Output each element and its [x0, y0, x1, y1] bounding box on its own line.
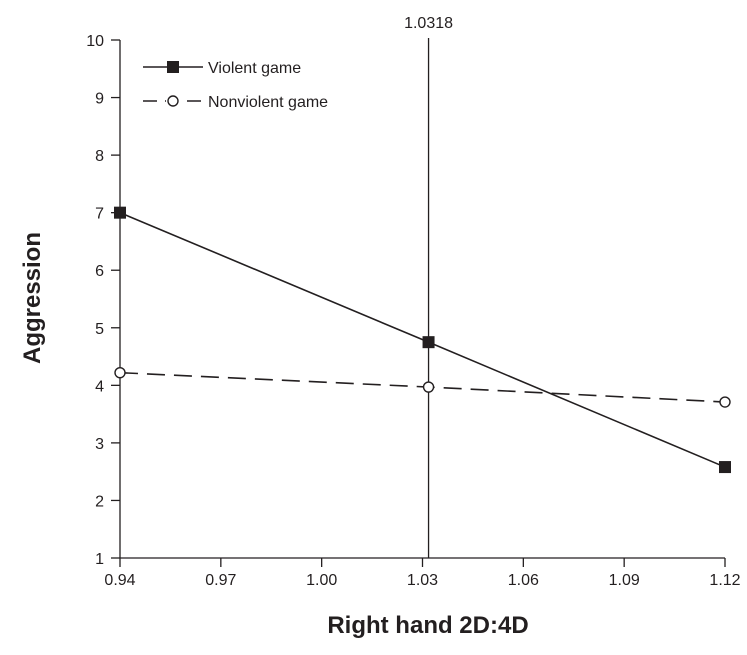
legend-label: Nonviolent game	[208, 94, 328, 111]
reference-line-group: 1.0318	[404, 15, 453, 558]
data-point-nonviolent-game	[719, 396, 731, 408]
axes: 1 2 3 4 5 6 7 8 9 10 0.94 0.97 1.00 1.03 1.06 1.09 1.12	[86, 33, 740, 589]
y-tick-label: 9	[95, 91, 104, 108]
y-tick-label: 4	[95, 378, 104, 395]
y-tick-label: 3	[95, 436, 104, 453]
x-tick-label: 1.03	[407, 572, 438, 589]
x-tick-label: 0.97	[205, 572, 236, 589]
legend: Violent game Nonviolent game	[143, 60, 328, 111]
legend-label: Violent game	[208, 60, 301, 77]
data-point-violent-game	[422, 336, 435, 349]
x-tick-label: 1.12	[709, 572, 740, 589]
series-group	[114, 206, 731, 474]
reference-line-label: 1.0318	[404, 15, 453, 32]
y-tick-label: 2	[95, 493, 104, 510]
legend-marker-nonviolent-game	[167, 95, 179, 107]
y-axis-title: Aggression	[19, 232, 46, 364]
data-point-nonviolent-game	[422, 381, 435, 393]
y-tick-label: 6	[95, 263, 104, 280]
series-line-nonviolent-game	[119, 371, 726, 403]
y-tick-label: 5	[95, 321, 104, 338]
y-tick-label: 10	[86, 33, 104, 50]
x-tick-label: 1.06	[508, 572, 539, 589]
y-tick-label: 1	[95, 551, 104, 568]
y-tick-label: 7	[95, 206, 104, 223]
data-point-nonviolent-game	[114, 366, 126, 379]
y-tick-label: 8	[95, 148, 104, 165]
x-tick-label: 0.94	[104, 572, 135, 589]
x-tick-label: 1.09	[609, 572, 640, 589]
legend-marker-violent-game	[167, 61, 179, 73]
data-point-violent-game	[719, 461, 731, 474]
series-line-violent-game	[119, 211, 726, 468]
data-point-violent-game	[114, 206, 126, 219]
x-axis-title: Right hand 2D:4D	[327, 612, 528, 639]
x-tick-label: 1.00	[306, 572, 337, 589]
